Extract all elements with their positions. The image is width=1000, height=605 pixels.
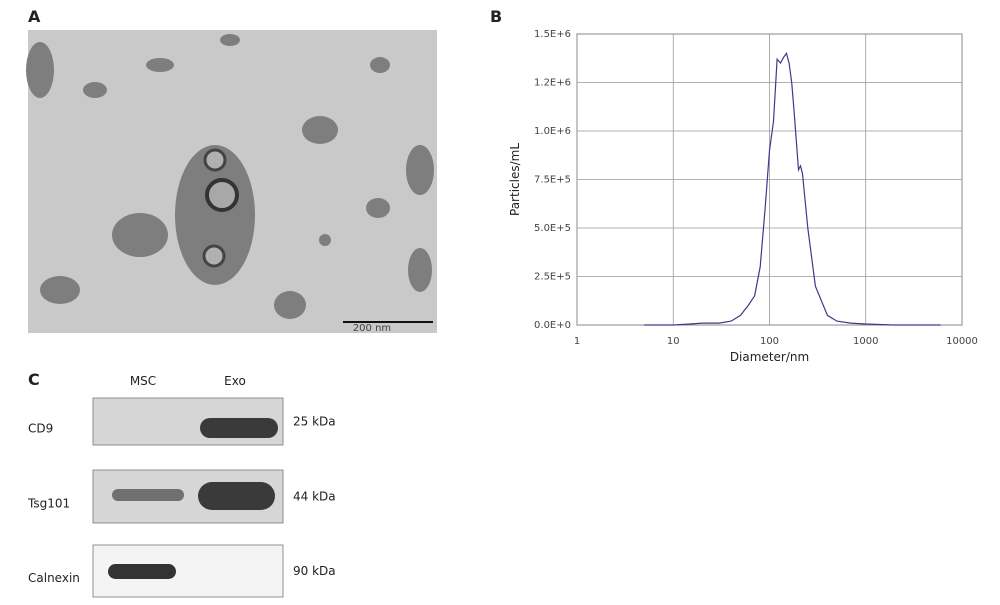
y-tick-label: 1.2E+6 — [534, 78, 571, 89]
scale-bar-label: 200 nm — [353, 323, 391, 334]
blot-band — [200, 418, 278, 438]
y-tick-label: 1.0E+6 — [534, 126, 571, 137]
size-label: 25 kDa — [293, 415, 336, 429]
panel-label: B — [490, 7, 502, 26]
y-tick-label: 7.5E+5 — [534, 175, 571, 186]
western-blot: MSC Exo CD9 25 kDa Tsg101 44 kDa Calnexin 90 kD… — [27, 374, 336, 598]
panel-label: C — [28, 370, 40, 389]
blot-band — [108, 564, 176, 579]
y-tick-label: 0.0E+0 — [534, 320, 571, 331]
x-tick-label: 1 — [574, 336, 580, 347]
blot-band — [198, 482, 275, 510]
x-axis-label: Diameter/nm — [730, 350, 809, 364]
x-tick-label: 1000 — [853, 336, 878, 347]
lane-label: MSC — [130, 374, 156, 388]
data-line — [644, 52, 941, 326]
protein-label: Calnexin — [28, 571, 80, 585]
x-tick-label: 10 — [667, 336, 680, 347]
size-label: 90 kDa — [293, 564, 336, 578]
y-tick-label: 5.0E+5 — [534, 223, 571, 234]
vesicle — [202, 244, 226, 268]
size-distribution-chart: 1 10 100 1000 10000 0.0E+0 2.5E+5 5.0E+5 7.5E+5 1… — [508, 29, 978, 364]
blot-band — [112, 489, 184, 501]
protein-label: CD9 — [28, 422, 53, 436]
size-label: 44 kDa — [293, 490, 336, 504]
y-tick-label: 1.5E+6 — [534, 29, 571, 40]
x-tick-label: 100 — [760, 336, 779, 347]
protein-label: Tsg101 — [27, 497, 70, 511]
panel-label: A — [28, 7, 41, 26]
vesicle — [203, 148, 227, 172]
micrograph-texture — [26, 34, 434, 319]
vesicle — [205, 178, 239, 212]
y-axis-label: Particles/mL — [508, 143, 522, 216]
x-tick-label: 10000 — [946, 336, 978, 347]
lane-label: Exo — [224, 374, 246, 388]
y-tick-label: 2.5E+5 — [534, 272, 571, 283]
